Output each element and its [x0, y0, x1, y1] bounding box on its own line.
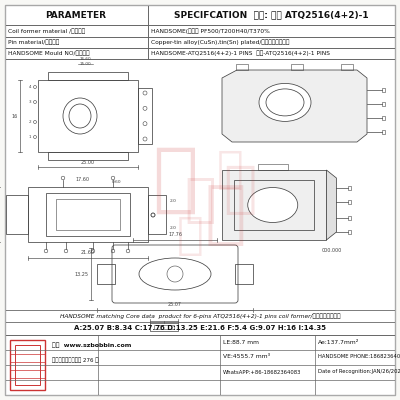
Polygon shape — [222, 70, 367, 142]
Text: HANDSOME-ATQ2516(4+2)-1 PINS  煥升-ATQ2516(4+2)-1 PINS: HANDSOME-ATQ2516(4+2)-1 PINS 煥升-ATQ2516(… — [151, 51, 330, 56]
Bar — [222, 170, 326, 240]
Text: Ae:137.7mm²: Ae:137.7mm² — [318, 340, 359, 344]
Bar — [236, 64, 248, 70]
Text: 煥: 煥 — [152, 143, 198, 217]
Text: 科: 科 — [184, 174, 216, 226]
Text: HANDSOME Mould NO/英文品名: HANDSOME Mould NO/英文品名 — [8, 51, 90, 56]
Bar — [382, 130, 385, 134]
Bar — [291, 64, 303, 70]
Text: 21.60: 21.60 — [81, 250, 95, 256]
Ellipse shape — [248, 188, 298, 222]
Text: PARAMETER: PARAMETER — [46, 10, 106, 20]
Text: 2.0: 2.0 — [170, 199, 177, 203]
Text: 16: 16 — [11, 114, 18, 118]
Text: Pin material/脚针材料: Pin material/脚针材料 — [8, 40, 59, 45]
Bar — [235, 264, 253, 284]
Bar — [6, 195, 28, 234]
Text: Date of Recognition:JAN/26/2021: Date of Recognition:JAN/26/2021 — [318, 370, 400, 374]
Bar — [348, 216, 351, 220]
Bar — [382, 88, 385, 92]
Text: 25.00: 25.00 — [81, 160, 95, 164]
Text: SPECIFCATION  品名: 煥升 ATQ2516(4+2)-1: SPECIFCATION 品名: 煥升 ATQ2516(4+2)-1 — [174, 10, 368, 20]
Text: 000.000: 000.000 — [321, 248, 342, 253]
Text: 料: 料 — [223, 163, 257, 217]
Text: WhatsAPP:+86-18682364083: WhatsAPP:+86-18682364083 — [223, 370, 301, 374]
Bar — [154, 325, 174, 329]
Text: 3: 3 — [29, 100, 31, 104]
Bar — [15, 345, 40, 385]
Text: HANDSOME(煥升） PF500/T200H40/T370%: HANDSOME(煥升） PF500/T200H40/T370% — [151, 28, 270, 34]
Bar — [348, 230, 351, 234]
Bar — [258, 164, 288, 170]
Bar — [48, 152, 128, 160]
Text: Coil former material /线架材料: Coil former material /线架材料 — [8, 28, 85, 34]
Text: A:25.07 B:8.34 C:17.76 D:13.25 E:21.6 F:5.4 G:9.07 H:16 I:14.35: A:25.07 B:8.34 C:17.76 D:13.25 E:21.6 F:… — [74, 325, 326, 331]
Bar — [28, 187, 148, 242]
Bar — [150, 323, 178, 331]
Text: 2: 2 — [29, 120, 31, 124]
Text: LE:88.7 mm: LE:88.7 mm — [223, 340, 259, 344]
Text: 16.60: 16.60 — [79, 57, 91, 61]
Text: 4: 4 — [29, 85, 31, 89]
Text: HANDSOME matching Core data  product for 6-pins ATQ2516(4+2)-1 pins coil former/: HANDSOME matching Core data product for … — [60, 313, 340, 319]
Text: HANDSOME PHONE:18682364083: HANDSOME PHONE:18682364083 — [318, 354, 400, 360]
Bar — [148, 195, 166, 234]
Text: 东莞市石排下沙大道 276 号: 东莞市石排下沙大道 276 号 — [52, 357, 98, 363]
Text: 13.25: 13.25 — [74, 272, 88, 276]
Bar — [382, 102, 385, 106]
Text: 15.00: 15.00 — [79, 62, 91, 66]
Bar — [97, 264, 115, 284]
Text: 17.60: 17.60 — [75, 177, 89, 182]
Polygon shape — [326, 170, 336, 240]
Text: 煥升  www.szbobbin.com: 煥升 www.szbobbin.com — [52, 342, 131, 348]
Text: 升: 升 — [204, 182, 246, 248]
Bar — [46, 193, 130, 236]
Bar — [138, 88, 152, 144]
Text: 2.0: 2.0 — [170, 226, 177, 230]
Bar — [341, 64, 353, 70]
Text: VE:4555.7 mm³: VE:4555.7 mm³ — [223, 354, 270, 360]
Text: 17.76: 17.76 — [168, 232, 182, 238]
Text: 0.60: 0.60 — [112, 180, 122, 184]
Bar — [38, 80, 138, 152]
Bar — [382, 116, 385, 120]
Ellipse shape — [259, 83, 311, 121]
Bar — [348, 200, 351, 204]
Text: 有: 有 — [217, 148, 243, 192]
Bar — [56, 199, 120, 230]
Bar — [48, 72, 128, 80]
Bar — [234, 180, 314, 230]
Text: 1: 1 — [29, 135, 31, 139]
Text: 25.07: 25.07 — [168, 302, 182, 308]
Text: Copper-tin alloy(CuSn),tin(Sn) plated/磷心铜锡锡分别镀: Copper-tin alloy(CuSn),tin(Sn) plated/磷心… — [151, 40, 289, 45]
Bar — [10, 340, 45, 390]
Bar — [348, 186, 351, 190]
Text: 限: 限 — [177, 214, 203, 256]
